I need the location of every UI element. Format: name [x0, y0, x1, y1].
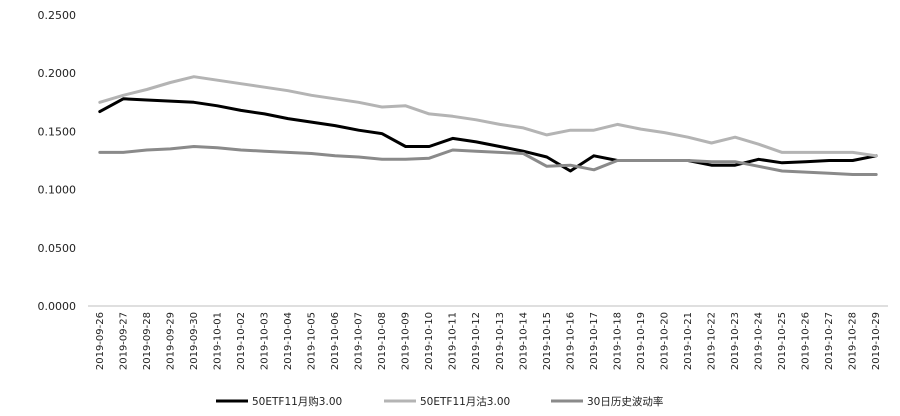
y-tick-label: 0.1000 [38, 184, 77, 197]
x-tick-label: 2019-10-02 [236, 312, 247, 370]
x-tick-label: 2019-10-24 [754, 312, 765, 370]
x-tick-label: 2019-10-15 [542, 312, 553, 370]
x-tick-label: 2019-10-12 [471, 312, 482, 370]
x-tick-label: 2019-10-21 [683, 312, 694, 370]
x-tick-label: 2019-10-13 [495, 312, 506, 370]
x-tick-label: 2019-10-01 [212, 312, 223, 370]
legend-label: 50ETF11月沽3.00 [420, 395, 510, 408]
series-line-2 [98, 75, 878, 158]
x-tick-label: 2019-10-19 [636, 312, 647, 370]
x-tick-label: 2019-10-16 [565, 312, 576, 370]
x-tick-label: 2019-10-22 [707, 312, 718, 370]
x-tick-label: 2019-10-05 [307, 312, 318, 370]
x-tick-label: 2019-10-25 [777, 312, 788, 370]
x-tick-label: 2019-10-07 [354, 312, 365, 370]
x-tick-label: 2019-09-30 [189, 312, 200, 370]
x-tick-label: 2019-09-27 [118, 312, 129, 370]
legend: 50ETF11月购3.00 50ETF11月沽3.00 30日历史波动率 [216, 395, 663, 408]
y-tick-label: 0.2500 [38, 9, 77, 22]
x-tick-label: 2019-10-04 [283, 312, 294, 370]
series-line-1 [98, 97, 878, 173]
x-tick-label: 2019-09-26 [95, 312, 106, 370]
x-tick-label: 2019-10-26 [801, 312, 812, 370]
series-lines [98, 75, 878, 176]
x-tick-label: 2019-10-20 [659, 312, 670, 370]
x-axis-ticks: 2019-09-26 2019-09-27 2019-09-28 2019-09-29… [95, 312, 882, 370]
x-tick-label: 2019-09-28 [142, 312, 153, 370]
y-tick-label: 0.0000 [38, 300, 77, 313]
legend-label: 50ETF11月购3.00 [252, 395, 342, 408]
x-tick-label: 2019-09-29 [165, 312, 176, 370]
y-tick-label: 0.1500 [38, 125, 77, 138]
x-tick-label: 2019-10-08 [377, 312, 388, 370]
x-tick-label: 2019-10-10 [424, 312, 435, 370]
legend-label: 30日历史波动率 [587, 395, 663, 408]
x-tick-label: 2019-10-27 [824, 312, 835, 370]
x-tick-label: 2019-10-23 [730, 312, 741, 370]
x-tick-label: 2019-10-03 [259, 312, 270, 370]
x-tick-label: 2019-10-11 [448, 312, 459, 370]
series-line-3 [98, 145, 878, 176]
x-tick-label: 2019-10-17 [589, 312, 600, 370]
x-tick-label: 2019-10-14 [518, 312, 529, 370]
x-tick-label: 2019-10-29 [871, 312, 882, 370]
y-axis-ticks: 0.0000 0.0500 0.1000 0.1500 0.2000 0.2500 [38, 9, 77, 313]
x-tick-label: 2019-10-06 [330, 312, 341, 370]
y-tick-label: 0.0500 [38, 242, 77, 255]
y-tick-label: 0.2000 [38, 67, 77, 80]
x-tick-label: 2019-10-09 [401, 312, 412, 370]
x-tick-label: 2019-10-28 [848, 312, 859, 370]
x-tick-label: 2019-10-18 [612, 312, 623, 370]
